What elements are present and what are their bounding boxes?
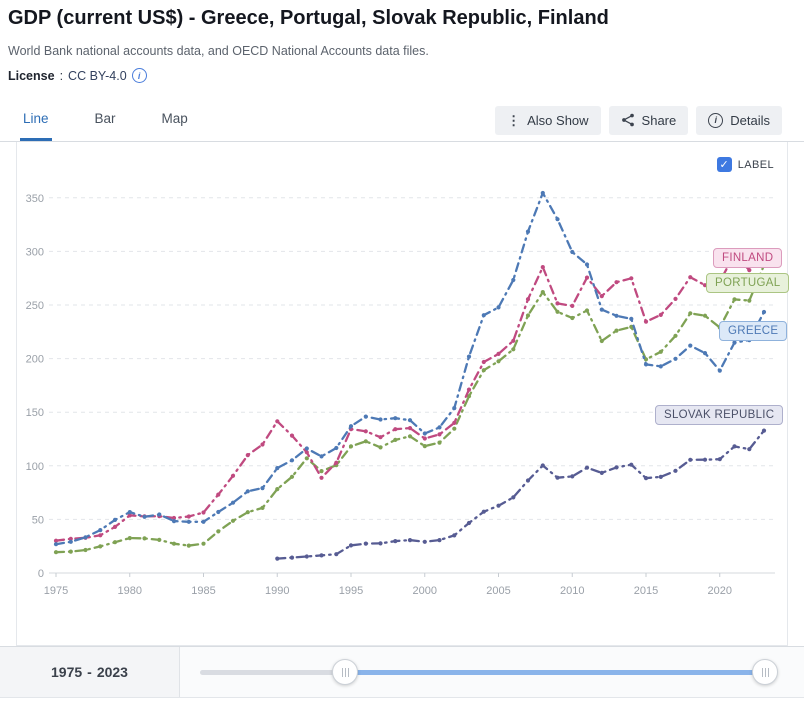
tab-bar[interactable]: Bar [94, 111, 116, 126]
svg-text:1980: 1980 [118, 585, 142, 597]
svg-text:350: 350 [26, 193, 44, 205]
toolbar-buttons: ⋮ Also Show Share i Details [495, 99, 782, 141]
year-range-bar: 1975 - 2023 [0, 646, 804, 698]
license-label: License [8, 68, 55, 83]
svg-text:50: 50 [32, 514, 44, 526]
series-label-finland: FINLAND [713, 248, 783, 268]
svg-text:1990: 1990 [265, 585, 289, 597]
svg-text:250: 250 [26, 300, 44, 312]
info-icon: i [708, 112, 724, 128]
svg-text:200: 200 [26, 354, 44, 366]
view-tabs: Line Bar Map [20, 99, 191, 141]
label-toggle: ✓ LABEL [716, 157, 774, 172]
svg-text:2000: 2000 [413, 585, 437, 597]
slider-active-range[interactable] [345, 670, 765, 675]
svg-text:1995: 1995 [339, 585, 363, 597]
page-title: GDP (current US$) - Greece, Portugal, Sl… [8, 7, 609, 29]
chart-card: 0 50 100 150 200 250 300 350 1975 1980 1985 1990 199… [16, 142, 790, 646]
license-info-icon[interactable]: i [131, 68, 147, 83]
series-label-greece: GREECE [719, 321, 788, 341]
svg-text:2005: 2005 [486, 585, 510, 597]
svg-text:300: 300 [26, 246, 44, 258]
page-header: GDP (current US$) - Greece, Portugal, Sl… [0, 0, 804, 83]
year-range-text: 1975 - 2023 [0, 647, 180, 697]
year-range-slider [180, 647, 804, 697]
label-checkbox-text: LABEL [737, 158, 774, 171]
slider-handle-end[interactable] [752, 659, 778, 685]
range-end-year: 2023 [96, 664, 128, 680]
gdp-line-chart[interactable]: 0 50 100 150 200 250 300 350 1975 1980 1985 1990 199… [17, 142, 787, 644]
svg-text:2010: 2010 [560, 585, 584, 597]
share-icon [621, 113, 635, 127]
source-note: World Bank national accounts data, and O… [8, 44, 429, 58]
slider-track[interactable] [200, 659, 778, 685]
range-start-year: 1975 [51, 664, 83, 680]
svg-text:0: 0 [38, 568, 44, 580]
also-show-button[interactable]: ⋮ Also Show [495, 105, 601, 135]
license-row: License : CC BY-4.0 i [8, 68, 796, 83]
tab-map[interactable]: Map [161, 111, 188, 126]
svg-text:1975: 1975 [44, 585, 68, 597]
also-show-label: Also Show [527, 112, 589, 128]
series-label-portugal: PORTUGAL [706, 273, 790, 293]
license-link[interactable]: CC BY-4.0 [68, 68, 127, 83]
svg-text:100: 100 [26, 461, 44, 473]
chart-toolbar: Line Bar Map ⋮ Also Show Share i Details [0, 99, 804, 142]
tab-line[interactable]: Line [20, 99, 52, 141]
share-label: Share [641, 112, 677, 128]
svg-text:2015: 2015 [634, 585, 658, 597]
label-checkbox[interactable]: ✓ [716, 157, 732, 172]
svg-text:1985: 1985 [191, 585, 215, 597]
details-button[interactable]: i Details [696, 105, 782, 135]
series-label-slovak-republic: SLOVAK REPUBLIC [655, 405, 784, 425]
details-label: Details [730, 112, 770, 128]
license-separator: : [59, 68, 64, 83]
svg-text:2020: 2020 [708, 585, 732, 597]
slider-handle-start[interactable] [332, 659, 358, 685]
range-separator: - [87, 664, 92, 680]
kebab-menu-icon: ⋮ [507, 112, 521, 128]
share-button[interactable]: Share [608, 105, 689, 135]
svg-text:150: 150 [26, 407, 44, 419]
